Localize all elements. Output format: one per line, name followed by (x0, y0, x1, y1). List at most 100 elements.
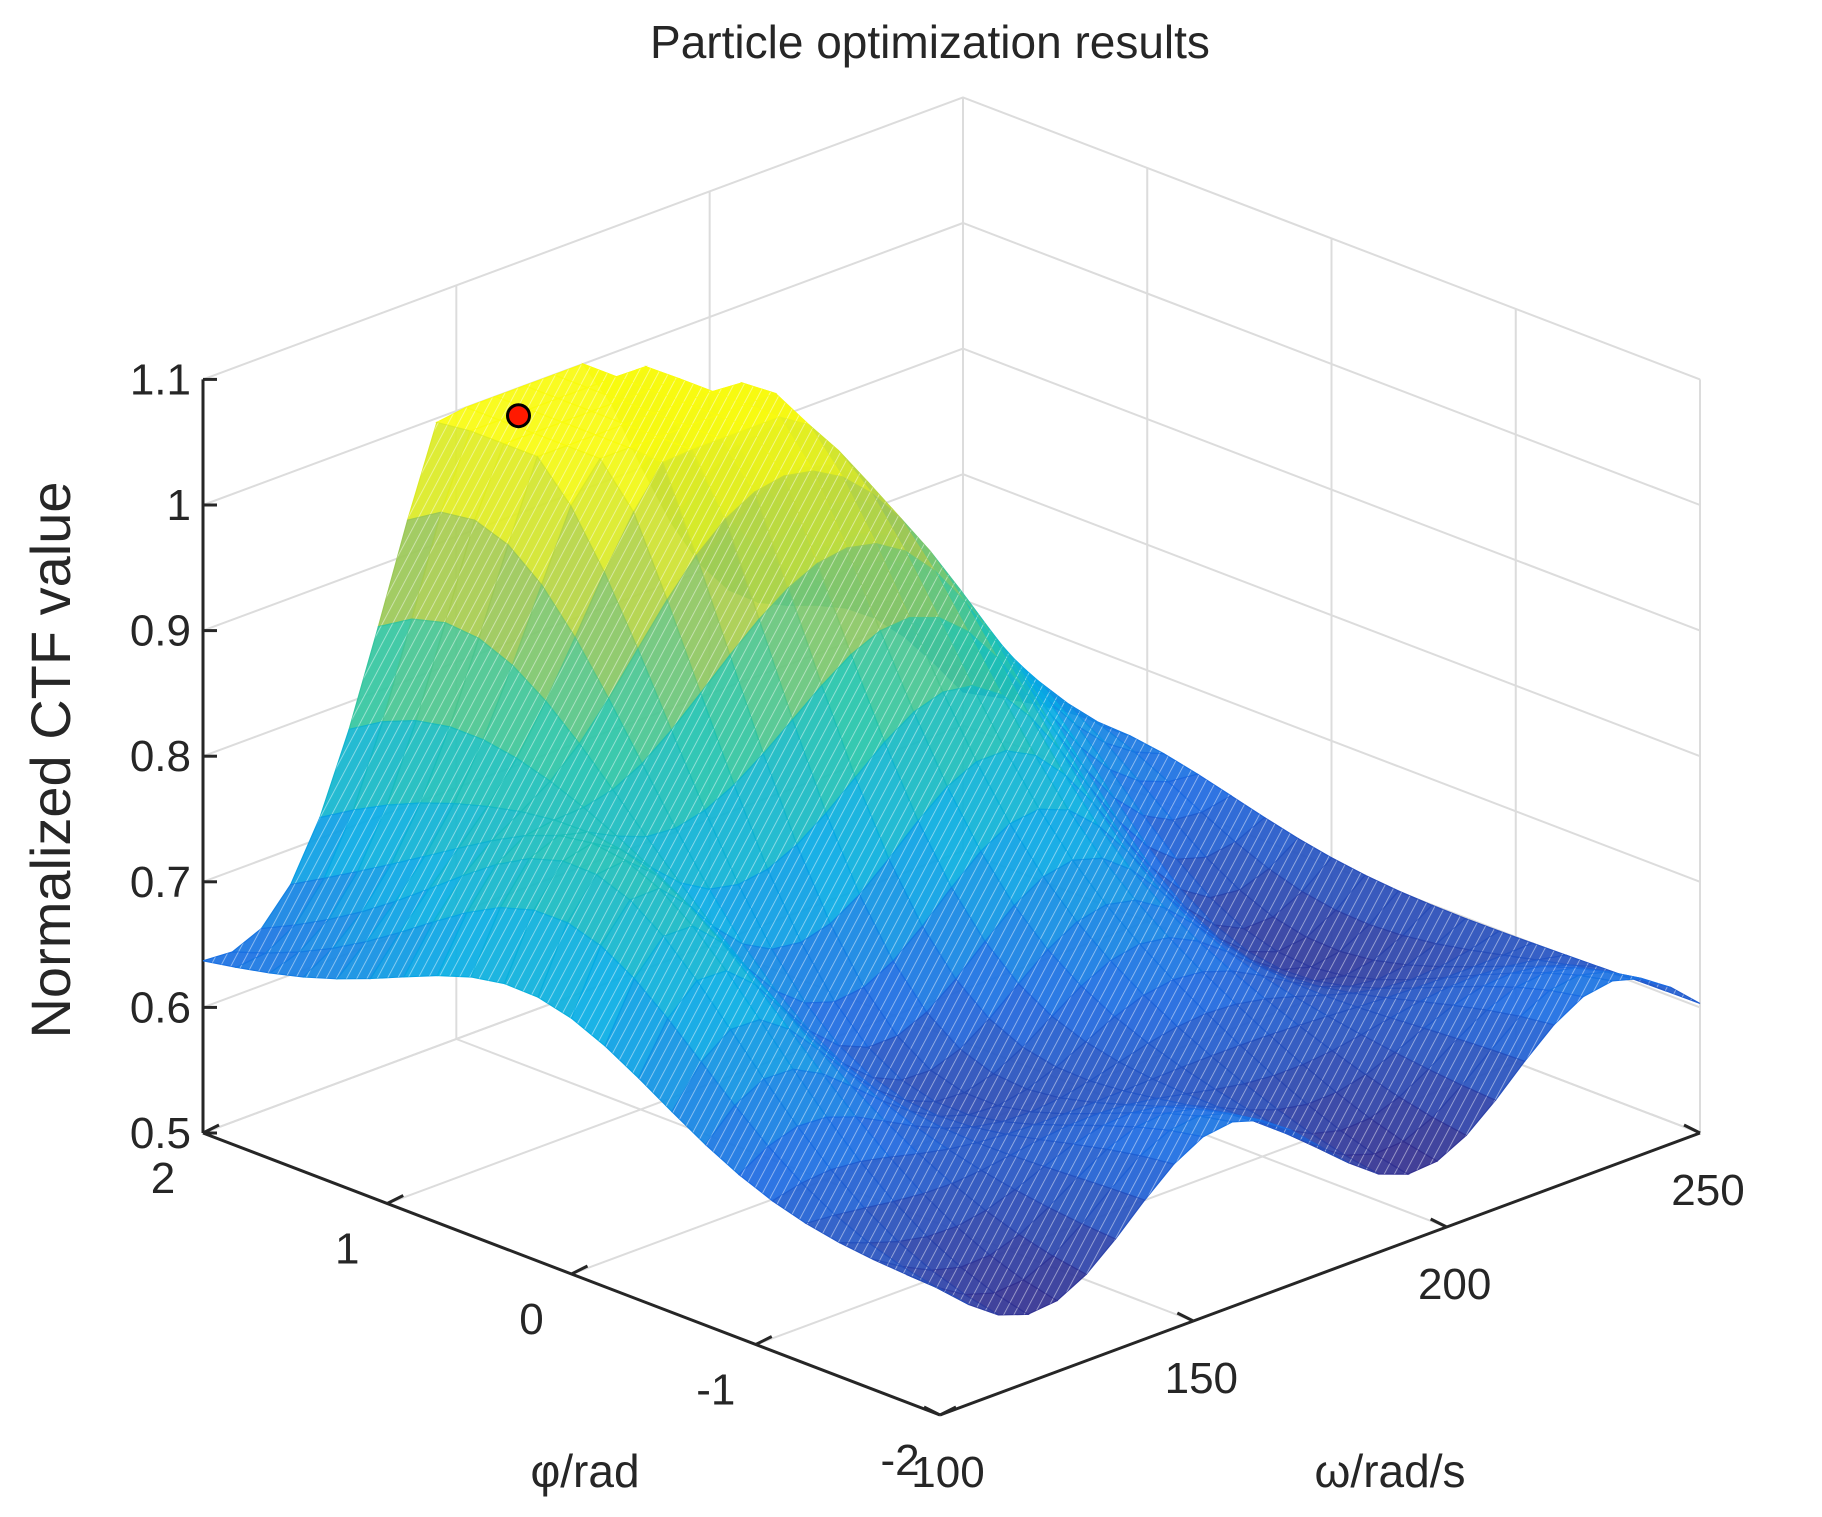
surface-mesh-lines (931, 1267, 995, 1295)
surface-mesh-lines (537, 445, 601, 506)
surface-mesh-lines (1089, 786, 1152, 869)
surface-mesh-lines (1010, 1139, 1074, 1167)
surface-mesh-lines (1507, 959, 1571, 967)
surface-mesh-lines (642, 730, 705, 829)
surface-mesh-lines (1042, 686, 1106, 744)
x-tick (923, 1405, 941, 1417)
x-axis-label: ω/rad/s (1315, 1445, 1466, 1497)
surface-mesh-lines (1369, 1097, 1433, 1142)
surface-mesh-lines (818, 1049, 881, 1101)
surface-mesh-lines (988, 628, 1052, 716)
surface-mesh-lines (1151, 868, 1215, 926)
surface-mesh-lines (938, 617, 1002, 695)
surface-mesh-lines (972, 685, 1035, 756)
surface-mesh-lines (1265, 996, 1328, 1026)
surface-mesh-lines (1131, 869, 1194, 924)
surface-mesh-lines (265, 919, 329, 954)
z-axis-ticks: 0.5 0.6 0.7 0.8 0.9 1 1.1 (130, 355, 217, 1158)
surface-mesh-lines (1072, 709, 1135, 753)
surface-mesh-lines (1210, 1045, 1274, 1084)
surface-mesh-lines (1098, 1104, 1162, 1114)
surface-mesh-lines (361, 856, 425, 912)
surface-mesh-lines (893, 1193, 957, 1237)
surface-mesh-lines (386, 720, 450, 806)
surface-mesh-lines (620, 389, 684, 414)
surface-mesh-lines (1269, 1025, 1333, 1065)
surface-mesh-lines (1198, 1113, 1262, 1122)
surface-mesh-lines (1014, 876, 1077, 950)
surface-mesh-lines (1035, 1113, 1099, 1126)
surface-mesh-lines (483, 665, 546, 759)
surface-mesh-lines (411, 512, 475, 623)
surface-mesh-lines (1093, 803, 1157, 881)
surface-mesh-lines (772, 1183, 836, 1224)
surface-mesh-lines (1461, 1049, 1525, 1101)
surface-mesh-lines (880, 617, 943, 713)
surface-mesh-lines (1536, 955, 1600, 968)
surface-mesh-lines (884, 712, 948, 821)
surface-mesh-lines (671, 693, 735, 811)
surface-mesh-lines (416, 622, 479, 727)
surface-mesh-lines (1072, 858, 1136, 905)
surface-mesh-lines (746, 967, 810, 1031)
surface-mesh-lines (662, 449, 726, 556)
surface-mesh-lines (453, 739, 517, 807)
surface-mesh-lines (905, 1100, 969, 1117)
surface-mesh-lines (1285, 976, 1349, 987)
surface-mesh-lines (617, 836, 680, 883)
surface-mesh-lines (1044, 1144, 1107, 1178)
surface-mesh-lines (692, 926, 756, 985)
surface-mesh-lines (1277, 1104, 1341, 1134)
surface-mesh-lines (1214, 925, 1278, 952)
surface-mesh-lines (399, 875, 463, 933)
surface-mesh-lines (1335, 875, 1399, 925)
surface-mesh-lines (826, 777, 889, 895)
surface-mesh-lines (750, 417, 814, 476)
surface-mesh-lines (395, 848, 459, 902)
surface-mesh-lines (1243, 916, 1307, 952)
surface-mesh-lines (562, 843, 626, 875)
surface-mesh-lines (972, 1121, 1036, 1135)
surface-mesh-lines (558, 387, 621, 412)
surface-mesh-lines (1424, 1005, 1487, 1039)
surface-mesh-lines (1051, 715, 1115, 798)
surface-mesh-lines (1419, 986, 1483, 1006)
surface-mesh-lines (822, 1073, 886, 1122)
surface-mesh-lines (754, 475, 818, 588)
surface-mesh-lines (1101, 725, 1164, 754)
surface-mesh-lines (834, 987, 898, 1048)
surface-mesh-lines (1428, 1038, 1492, 1086)
surface-mesh-lines (1119, 1043, 1182, 1080)
surface-mesh-lines (1122, 837, 1186, 908)
surface-mesh-lines (734, 1079, 798, 1147)
surface-mesh-lines (487, 758, 551, 812)
surface-mesh-lines (1014, 1166, 1078, 1208)
surface-mesh-lines (1013, 658, 1077, 726)
surface-mesh-lines (1111, 1155, 1174, 1201)
surface-mesh-lines (1332, 1034, 1395, 1075)
surface-mesh-lines (875, 543, 939, 618)
surface-mesh-lines (445, 520, 509, 639)
surface-mesh-lines (1047, 699, 1110, 770)
surface-mesh-lines (558, 832, 622, 850)
surface-mesh-lines (897, 1012, 961, 1071)
surface-mesh-lines (683, 391, 747, 416)
chart-title: Particle optimization results (650, 16, 1210, 68)
surface-mesh-lines (739, 1146, 802, 1201)
surface-mesh-lines (1135, 900, 1199, 942)
surface-mesh-lines (1169, 1116, 1233, 1137)
surface-mesh-lines (596, 860, 660, 901)
surface-mesh-lines (404, 912, 467, 977)
surface-mesh-lines (1503, 943, 1566, 960)
surface-mesh-lines (901, 1070, 965, 1102)
surface-mesh-lines (1357, 997, 1420, 1018)
surface-mesh-lines (1311, 1130, 1375, 1156)
surface-mesh-lines (871, 493, 935, 571)
surface-mesh-lines (203, 952, 266, 968)
surface-mesh-lines (1369, 890, 1432, 936)
surface-mesh-lines (963, 600, 1027, 693)
surface-mesh-lines (942, 685, 1006, 762)
surface-mesh-lines (1336, 1074, 1400, 1119)
surface-mesh-lines (1323, 993, 1387, 1008)
surface-mesh-lines (337, 932, 400, 979)
